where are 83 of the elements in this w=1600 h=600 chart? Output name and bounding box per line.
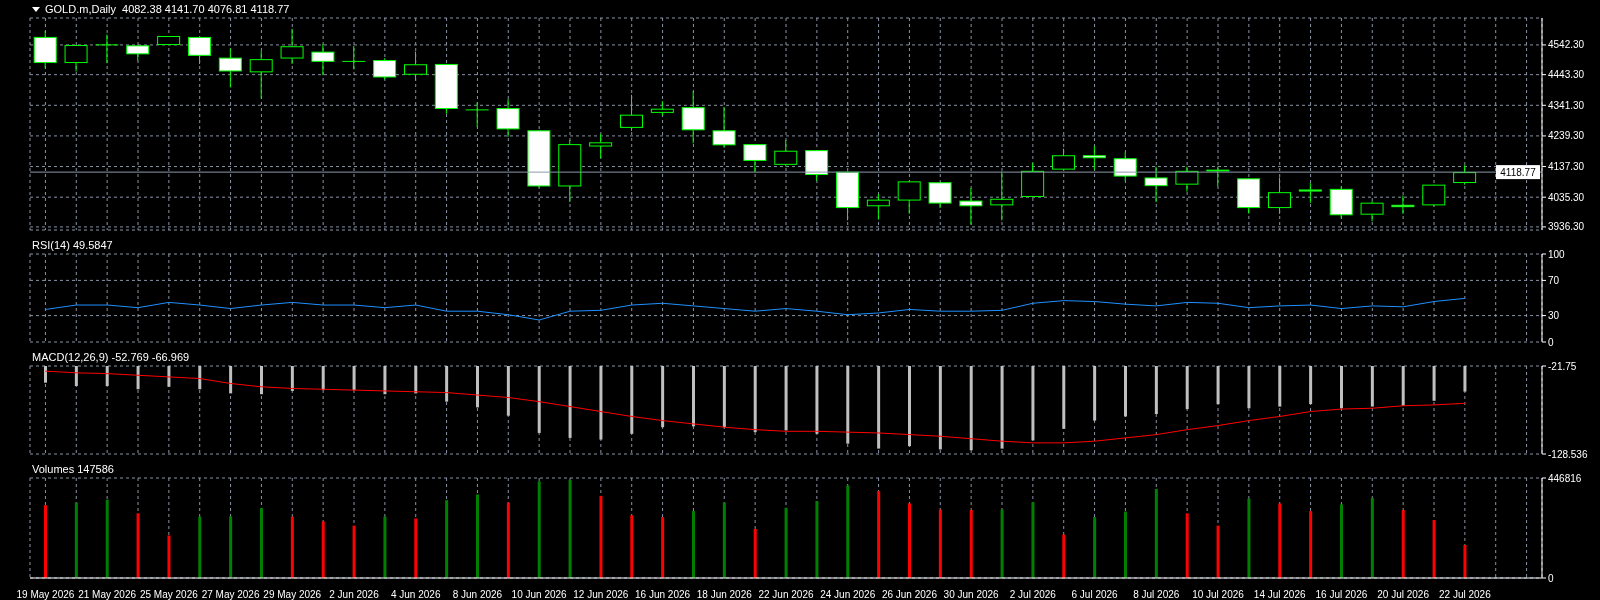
bar: [1031, 502, 1035, 578]
bar: [1247, 498, 1251, 578]
x-tick-label: 16 Jun 2026: [635, 589, 691, 600]
line-series: [44, 297, 1466, 321]
y-tick-label: -128.536: [1548, 448, 1588, 460]
x-tick-label: 20 Jul 2026: [1377, 589, 1430, 600]
bar: [784, 507, 788, 578]
bar: [938, 509, 942, 578]
bar: [290, 516, 294, 578]
bar: [1401, 509, 1405, 578]
chart-title: MACD(12,26,9) -52.769 -66.969: [32, 350, 190, 364]
x-tick-label: 8 Jun 2026: [452, 589, 503, 600]
x-tick-label: 22 Jul 2026: [1439, 589, 1492, 600]
x-tick-label: 8 Jul 2026: [1133, 589, 1180, 600]
bar: [1216, 525, 1220, 578]
bar: [630, 515, 634, 578]
bar: [537, 481, 541, 578]
bar: [692, 511, 695, 578]
x-tick-label: 10 Jul 2026: [1192, 589, 1245, 600]
y-tick-label: 100: [1548, 248, 1566, 260]
chart-title: RSI(14) 49.5847: [32, 238, 113, 252]
bar: [167, 535, 171, 578]
y-tick-label: -21.75: [1548, 360, 1577, 372]
bar: [1154, 488, 1158, 578]
bar: [1093, 517, 1097, 578]
y-tick-label: 0: [1548, 572, 1554, 584]
bar: [445, 500, 449, 578]
x-tick-label: 27 May 2026: [201, 589, 260, 600]
x-tick-label: 29 May 2026: [263, 589, 322, 600]
x-tick-label: 21 May 2026: [78, 589, 137, 600]
bar: [877, 491, 881, 578]
x-tick-label: 16 Jul 2026: [1315, 589, 1368, 600]
bar: [908, 503, 911, 578]
x-tick-label: 14 Jul 2026: [1253, 589, 1306, 600]
bar: [476, 494, 479, 578]
y-tick-label: 0: [1548, 336, 1554, 348]
x-tick-label: 19 May 2026: [16, 589, 75, 600]
bar: [1370, 497, 1374, 578]
x-tick-label: 10 Jun 2026: [511, 589, 568, 600]
bar: [321, 521, 325, 578]
line-series: [44, 370, 1466, 444]
bar: [1309, 511, 1313, 578]
bar: [383, 516, 387, 578]
bar: [1340, 504, 1343, 578]
y-tick-label: 30: [1548, 310, 1560, 322]
bar: [661, 517, 665, 578]
bar: [44, 505, 47, 578]
y-tick-label: 446816: [1548, 472, 1582, 484]
bar: [198, 516, 202, 578]
bar: [815, 501, 819, 578]
bar: [1185, 513, 1189, 578]
bar: [846, 485, 850, 578]
x-tick-label: 30 Jun 2026: [943, 589, 1000, 600]
bar: [1062, 534, 1066, 578]
bar: [506, 502, 510, 578]
y-tick-label: 70: [1548, 274, 1560, 286]
bar: [260, 508, 263, 578]
bar: [352, 525, 356, 578]
bar: [136, 513, 140, 578]
x-tick-label: 4 Jun 2026: [390, 589, 441, 600]
x-tick-label: 25 May 2026: [139, 589, 199, 600]
bar: [105, 499, 109, 578]
bar: [969, 509, 973, 578]
bar: [1278, 503, 1282, 578]
x-tick-label: 22 Jun 2026: [758, 589, 814, 600]
x-tick-label: 2 Jul 2026: [1009, 589, 1057, 600]
x-tick-label: 18 Jun 2026: [696, 589, 753, 600]
x-tick-label: 26 Jun 2026: [881, 589, 938, 600]
bar: [753, 528, 757, 578]
x-tick-label: 24 Jun 2026: [820, 589, 876, 600]
x-tick-label: 12 Jun 2026: [573, 589, 629, 600]
bar: [1000, 509, 1004, 578]
bar: [1124, 511, 1127, 578]
bar: [1432, 520, 1436, 578]
bar: [229, 516, 233, 578]
bar: [1463, 544, 1467, 578]
x-tick-label: 2 Jun 2026: [329, 589, 380, 600]
bar: [74, 502, 78, 578]
chart-title: Volumes 147586: [32, 462, 114, 476]
bar: [414, 518, 418, 578]
x-tick-label: 6 Jul 2026: [1071, 589, 1119, 600]
bar: [722, 502, 726, 578]
bar: [599, 495, 603, 578]
